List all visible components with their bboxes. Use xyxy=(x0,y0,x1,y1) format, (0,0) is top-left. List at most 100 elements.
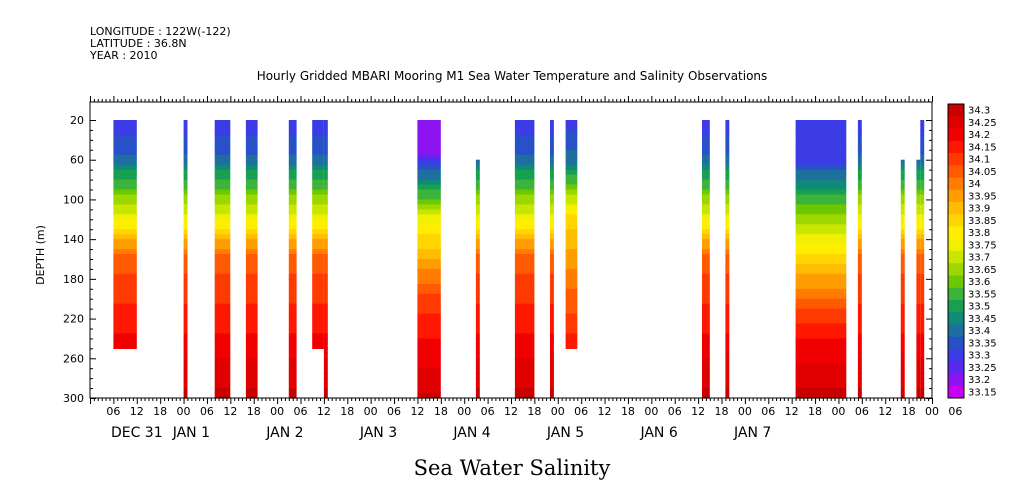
salinity-cell xyxy=(795,154,847,161)
salinity-cell xyxy=(214,239,231,245)
salinity-cell xyxy=(857,125,862,131)
salinity-cell xyxy=(900,199,905,205)
salinity-cell xyxy=(920,139,925,146)
salinity-cell xyxy=(725,149,730,156)
salinity-cell xyxy=(214,308,231,315)
colorbar-label: 34.2 xyxy=(968,130,990,141)
salinity-cell xyxy=(214,139,231,146)
salinity-cell xyxy=(183,244,188,250)
salinity-cell xyxy=(514,338,535,344)
salinity-cell xyxy=(514,189,535,196)
salinity-cell xyxy=(288,204,297,210)
salinity-cell xyxy=(183,224,188,230)
salinity-cell xyxy=(514,164,535,171)
salinity-cell xyxy=(323,229,328,235)
salinity-cell xyxy=(565,204,578,210)
x-hour-label: 12 xyxy=(410,405,424,418)
salinity-cell xyxy=(702,134,710,141)
salinity-cell xyxy=(920,179,925,186)
salinity-cell xyxy=(183,393,188,399)
salinity-cell xyxy=(323,125,328,131)
salinity-cell xyxy=(920,343,925,349)
salinity-cell xyxy=(245,234,258,240)
salinity-cell xyxy=(857,358,862,364)
y-tick-label: 20 xyxy=(70,114,84,127)
salinity-cell xyxy=(214,358,231,364)
salinity-cell xyxy=(475,333,480,340)
salinity-cell xyxy=(183,194,188,201)
salinity-cell xyxy=(183,159,188,166)
salinity-cell xyxy=(475,209,480,215)
salinity-cell xyxy=(920,368,925,374)
salinity-cell xyxy=(113,328,137,335)
salinity-cell xyxy=(113,134,137,141)
salinity-cell xyxy=(312,283,324,290)
salinity-cell xyxy=(725,199,730,205)
colorbar-label: 34.15 xyxy=(968,142,997,153)
salinity-cell xyxy=(725,164,730,171)
data-column xyxy=(550,120,554,399)
salinity-cell xyxy=(916,293,921,300)
salinity-cell xyxy=(183,323,188,330)
salinity-cell xyxy=(916,393,921,399)
salinity-cell xyxy=(113,234,137,240)
salinity-cell xyxy=(312,149,324,156)
salinity-cell xyxy=(323,159,328,166)
salinity-cell xyxy=(245,298,258,305)
salinity-cell xyxy=(725,323,730,330)
salinity-cell xyxy=(725,254,730,260)
salinity-cell xyxy=(312,184,324,191)
salinity-cell xyxy=(725,229,730,235)
salinity-cell xyxy=(725,189,730,196)
salinity-cell xyxy=(288,189,297,196)
colorbar-swatch xyxy=(948,238,964,252)
salinity-cell xyxy=(857,169,862,176)
salinity-cell xyxy=(795,134,847,141)
salinity-cell xyxy=(795,219,847,225)
salinity-cell xyxy=(113,308,137,315)
salinity-cell xyxy=(417,368,441,374)
salinity-cell xyxy=(417,268,441,275)
salinity-cell xyxy=(702,368,710,374)
salinity-cell xyxy=(288,283,297,290)
salinity-cell xyxy=(113,214,137,220)
salinity-cell xyxy=(214,214,231,220)
salinity-cell xyxy=(916,323,921,330)
salinity-cell xyxy=(183,204,188,210)
salinity-cell xyxy=(417,313,441,320)
salinity-cell xyxy=(702,249,710,255)
salinity-cell xyxy=(245,199,258,205)
salinity-cell xyxy=(857,378,862,384)
x-hour-label: 06 xyxy=(200,405,214,418)
salinity-cell xyxy=(550,383,554,389)
salinity-cell xyxy=(725,378,730,384)
salinity-cell xyxy=(857,194,862,201)
latitude-label: LATITUDE : 36.8N xyxy=(90,37,187,50)
x-day-label: JAN 2 xyxy=(265,425,303,441)
salinity-cell xyxy=(725,308,730,315)
salinity-cell xyxy=(323,278,328,285)
salinity-cell xyxy=(475,169,480,176)
x-hour-label: 12 xyxy=(317,405,331,418)
salinity-cell xyxy=(795,129,847,136)
salinity-cell xyxy=(550,343,554,349)
salinity-cell xyxy=(702,318,710,325)
salinity-cell xyxy=(900,249,905,255)
salinity-cell xyxy=(312,318,324,325)
data-column xyxy=(916,159,921,399)
salinity-cell xyxy=(475,368,480,374)
salinity-cell xyxy=(565,174,578,181)
salinity-cell xyxy=(475,189,480,196)
salinity-cell xyxy=(565,244,578,250)
salinity-cell xyxy=(702,239,710,245)
salinity-cell xyxy=(795,174,847,181)
salinity-cell xyxy=(702,293,710,300)
salinity-cell xyxy=(245,338,258,344)
colorbar-swatch xyxy=(948,153,964,166)
data-column xyxy=(795,120,847,399)
salinity-cell xyxy=(245,358,258,364)
salinity-cell xyxy=(857,209,862,215)
salinity-cell xyxy=(214,363,231,369)
salinity-cell xyxy=(702,268,710,275)
